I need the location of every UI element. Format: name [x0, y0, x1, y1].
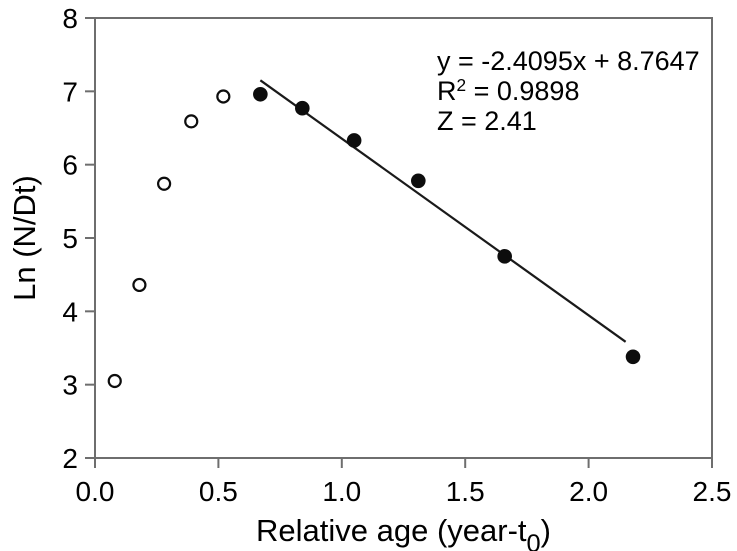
- regression-equation: y = -2.4095x + 8.7647: [437, 46, 700, 76]
- x-tick-label: 0.5: [199, 476, 238, 507]
- trendline: [259, 79, 627, 343]
- data-point-open: [107, 373, 122, 389]
- x-tick-label: 0.0: [76, 476, 115, 507]
- data-point-filled: [253, 86, 268, 102]
- x-tick-label: 1.5: [446, 476, 485, 507]
- x-axis-title: Relative age (year-t0): [256, 513, 551, 551]
- data-point-open: [216, 89, 231, 104]
- data-point-filled: [346, 133, 362, 148]
- data-point-open: [157, 176, 172, 191]
- r-squared-value: R2 = 0.9898: [437, 75, 580, 106]
- x-tick-label: 1.0: [322, 476, 361, 507]
- data-point-open: [132, 277, 147, 293]
- y-axis-title: Ln (N/Dt): [7, 175, 42, 301]
- data-point-filled: [625, 349, 641, 365]
- data-point-open: [184, 114, 199, 129]
- x-tick-label: 2.5: [693, 476, 732, 507]
- y-tick-label: 4: [62, 296, 78, 327]
- data-point-filled: [411, 173, 426, 189]
- y-tick-label: 8: [62, 3, 78, 34]
- y-tick-label: 2: [62, 443, 78, 474]
- z-value: Z = 2.41: [437, 106, 537, 136]
- regression-annotation: y = -2.4095x + 8.7647 R2 = 0.9898 Z = 2.…: [437, 46, 700, 136]
- y-tick-label: 3: [62, 370, 78, 401]
- y-tick-label: 5: [62, 223, 78, 254]
- data-point-filled: [295, 100, 310, 116]
- data-point-filled: [497, 249, 512, 264]
- y-tick-label: 7: [62, 76, 78, 107]
- y-tick-label: 6: [62, 150, 78, 181]
- x-tick-label: 2.0: [569, 476, 608, 507]
